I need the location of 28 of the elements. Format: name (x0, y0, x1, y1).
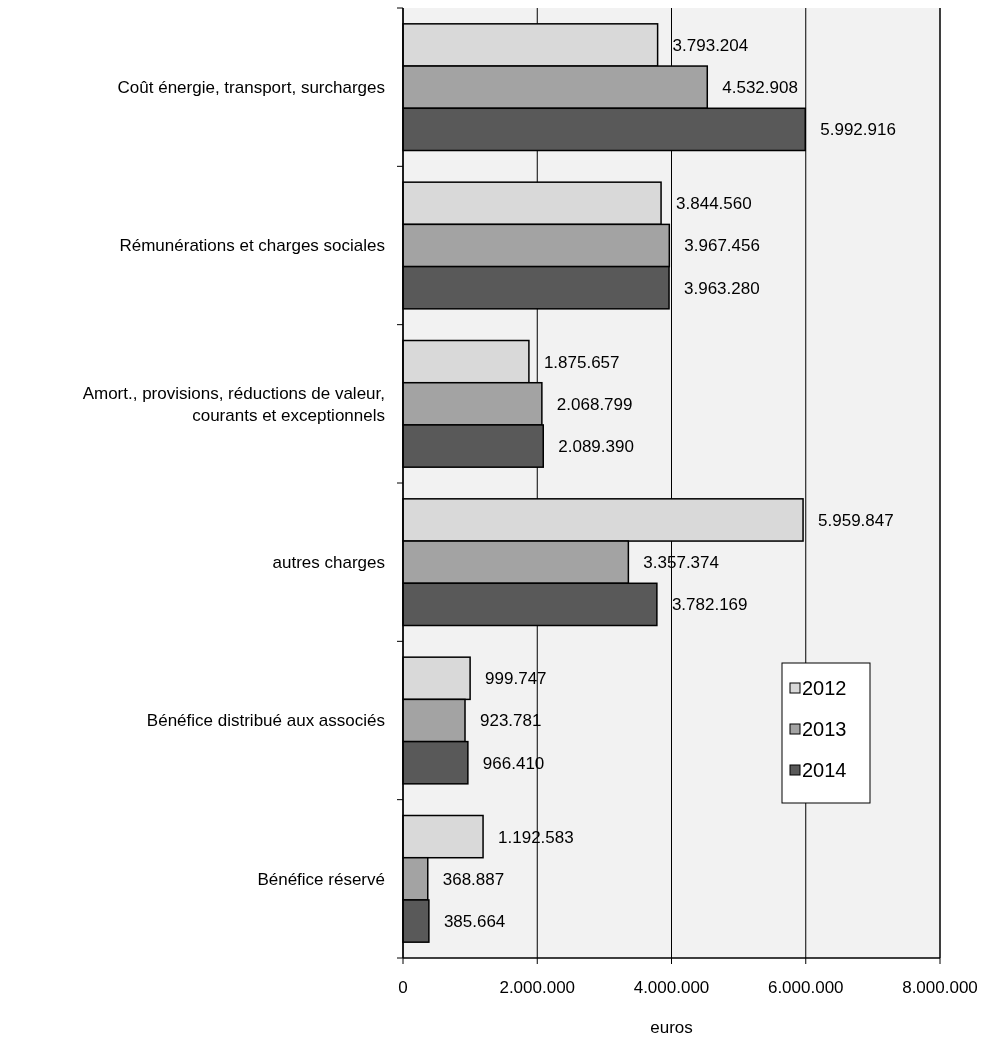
legend-label: 2014 (802, 759, 847, 781)
x-tick-label: 6.000.000 (767, 978, 844, 997)
x-tick-label: 0 (398, 978, 408, 997)
data-label: 368.887 (442, 869, 505, 889)
data-label: 3.793.204 (672, 35, 749, 55)
data-label: 3.844.560 (676, 194, 752, 214)
y-tick-label: Bénéfice distribué aux associés (146, 711, 385, 731)
x-tick-label: 4.000.000 (633, 978, 710, 997)
x-tick-label: 8.000.000 (902, 978, 978, 997)
data-label: 385.664 (443, 912, 506, 932)
y-tick-label: Amort., provisions, réductions de valeur, courants et exceptionnels (82, 383, 385, 425)
legend-label: 2013 (802, 718, 847, 740)
data-label: 5.992.916 (820, 120, 896, 140)
y-tick-label: Coût énergie, transport, surcharges (117, 78, 385, 98)
data-label: 3.963.280 (684, 278, 760, 298)
data-label: 1.875.657 (543, 352, 620, 372)
data-label: 2.089.390 (558, 437, 634, 457)
data-label: 3.782.169 (671, 595, 748, 615)
data-label: 4.532.908 (722, 78, 798, 98)
y-tick-label: Rémunérations et charges sociales (119, 236, 385, 256)
x-tick-label: 2.000.000 (499, 978, 576, 997)
data-label: 3.967.456 (684, 236, 760, 256)
legend-label: 2012 (802, 677, 847, 699)
data-label: 2.068.799 (556, 394, 633, 414)
y-tick-label: Bénéfice réservé (257, 869, 385, 889)
x-axis-title: euros (650, 1018, 693, 1037)
data-label: 5.959.847 (818, 510, 894, 530)
y-tick-label: autres charges (272, 553, 385, 573)
